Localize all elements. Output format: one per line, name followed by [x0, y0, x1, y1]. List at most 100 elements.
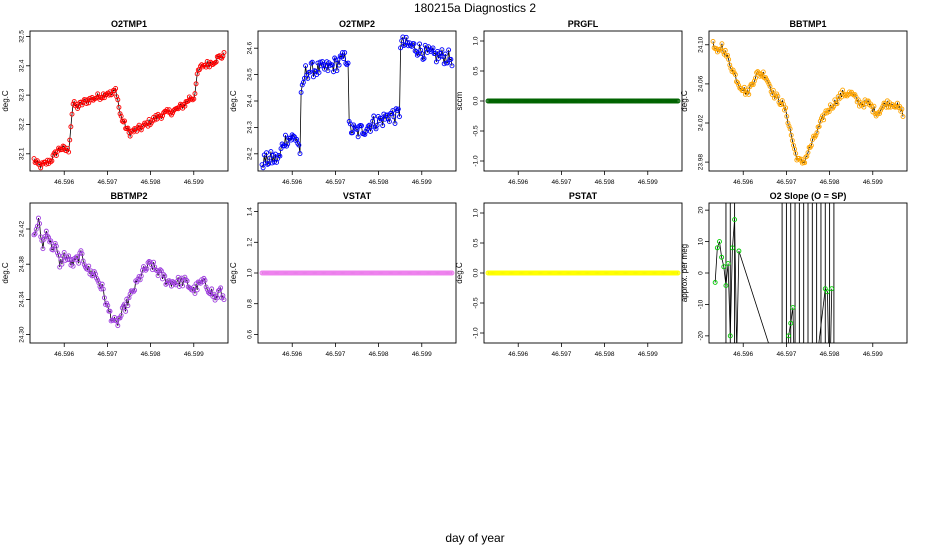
data-point: [141, 264, 146, 270]
data-point: [122, 118, 127, 124]
data-point: [813, 133, 819, 138]
data-point: [722, 47, 728, 53]
panel-prgfl: PRGFL sccm -1.0 -0.5 0.0 0.5 1.0 46.596 46.597 46…: [455, 19, 683, 186]
x-tick-label: 46.597: [97, 351, 117, 358]
data-point: [123, 308, 129, 314]
data-point: [285, 141, 291, 147]
data-point: [105, 303, 111, 308]
data-point: [160, 113, 165, 119]
data-point: [67, 137, 73, 143]
plot-area: [31, 215, 227, 329]
data-point: [70, 263, 76, 269]
x-axis-label: day of year: [445, 531, 505, 545]
data-point: [181, 277, 187, 283]
x-tick-label: 46.596: [54, 351, 74, 358]
data-point: [55, 250, 60, 256]
x-tick-label: 46.596: [282, 351, 302, 358]
data-point: [183, 277, 189, 283]
data-point: [43, 228, 49, 234]
data-point: [719, 41, 725, 47]
data-point: [192, 91, 198, 97]
data-point: [158, 268, 164, 274]
data-point: [120, 119, 126, 125]
data-point: [79, 102, 85, 108]
data-point: [788, 320, 794, 326]
data-point: [755, 69, 761, 75]
y-axis-label: approx. per meg: [680, 244, 689, 302]
data-point: [277, 153, 283, 159]
data-point: [379, 116, 385, 122]
data-point: [309, 59, 315, 65]
data-point: [134, 279, 140, 285]
data-point: [430, 45, 436, 51]
series-line: [714, 219, 833, 343]
data-point: [397, 114, 402, 120]
data-point: [725, 261, 731, 267]
data-point: [350, 130, 355, 136]
data-point: [354, 127, 360, 132]
data-point: [193, 81, 199, 87]
data-point: [874, 111, 880, 117]
y-tick-label: 1.0: [247, 268, 254, 277]
panel-o2tmp2: O2TMP2 deg.C 24.2 24.3 24.4 24.5 24.6 46.596 46.…: [229, 19, 457, 186]
data-point: [209, 60, 215, 66]
y-tick-label: 24.6: [247, 41, 254, 54]
data-point: [72, 257, 78, 263]
y-tick-label: 24.06: [698, 75, 705, 92]
data-point: [894, 100, 900, 106]
data-point: [419, 51, 425, 57]
data-point: [868, 101, 874, 107]
data-point: [753, 75, 758, 81]
data-point: [449, 270, 455, 276]
data-point: [355, 134, 361, 140]
data-point: [283, 132, 288, 138]
data-point: [754, 70, 760, 76]
panel-title: VSTAT: [343, 191, 372, 201]
data-point: [310, 74, 316, 80]
data-point: [751, 78, 757, 84]
data-point: [726, 57, 732, 62]
data-point: [101, 295, 107, 301]
data-point: [445, 60, 450, 66]
data-point: [86, 263, 92, 269]
data-point: [386, 119, 392, 125]
data-point: [162, 273, 168, 279]
y-tick-label: 1.0: [473, 36, 480, 45]
data-point: [302, 75, 307, 81]
data-point: [180, 283, 186, 289]
data-point: [53, 243, 59, 249]
data-point: [98, 286, 104, 292]
data-point: [789, 138, 795, 143]
data-point: [155, 273, 161, 279]
data-point: [296, 142, 302, 148]
data-point: [303, 63, 309, 69]
data-point: [170, 110, 176, 116]
data-point: [169, 283, 174, 289]
data-point: [114, 94, 120, 100]
data-point: [308, 60, 314, 66]
data-point: [449, 63, 455, 69]
data-point: [115, 97, 121, 103]
data-point: [46, 234, 51, 240]
data-point: [389, 110, 395, 116]
y-axis-label: deg.C: [1, 90, 10, 112]
data-point: [118, 313, 124, 318]
data-point: [786, 123, 792, 129]
data-point: [437, 51, 443, 56]
data-point: [802, 160, 808, 166]
data-point: [204, 287, 210, 292]
data-point: [202, 277, 208, 283]
data-point: [71, 99, 77, 104]
data-point: [735, 80, 741, 86]
x-tick-label: 46.596: [733, 351, 753, 358]
data-point: [316, 70, 322, 76]
y-tick-label: 23.98: [698, 154, 705, 171]
data-point: [814, 130, 820, 136]
data-point: [142, 120, 148, 126]
data-point: [327, 62, 333, 68]
data-point: [61, 249, 67, 255]
data-point: [417, 41, 423, 47]
data-point: [835, 94, 841, 100]
data-point: [411, 41, 417, 47]
data-point: [441, 61, 447, 67]
